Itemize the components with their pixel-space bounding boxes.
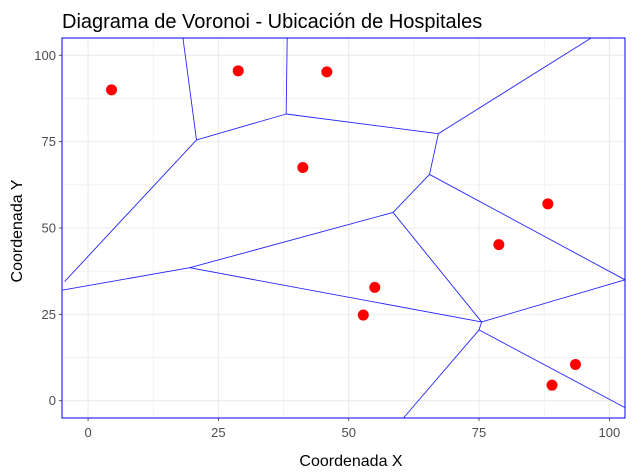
y-tick-label: 75 (42, 134, 56, 149)
voronoi-edge (182, 37, 197, 140)
x-tick-label: 50 (341, 425, 355, 440)
voronoi-edge (478, 329, 626, 409)
hospital-point (369, 281, 381, 293)
voronoi-edge (189, 267, 482, 323)
x-axis-ticks: 0 25 50 75 100 (84, 418, 620, 440)
voronoi-edge (438, 37, 592, 135)
x-tick-label: 75 (472, 425, 486, 440)
voronoi-edge (392, 212, 482, 323)
hospital-point (542, 198, 554, 210)
x-tick-label: 0 (84, 425, 91, 440)
x-tick-label: 25 (211, 425, 225, 440)
hospital-point (493, 239, 505, 251)
hospital-point (569, 358, 581, 370)
hospital-point (232, 65, 244, 77)
y-tick-label: 100 (34, 48, 56, 63)
voronoi-edges (61, 37, 626, 419)
voronoi-edge (189, 212, 394, 269)
voronoi-edge (196, 113, 287, 141)
voronoi-edge (429, 174, 626, 281)
voronoi-edge (429, 133, 439, 175)
hospital-point (321, 66, 333, 78)
voronoi-edge (286, 113, 439, 135)
y-axis-ticks: 0 25 50 75 100 (34, 48, 62, 408)
y-tick-label: 0 (49, 393, 56, 408)
hospital-point (546, 379, 558, 391)
x-axis-title: Coordenada X (299, 453, 403, 470)
hospital-point (106, 84, 118, 96)
x-tick-label: 100 (599, 425, 621, 440)
voronoi-edge (403, 329, 480, 419)
voronoi-edge (481, 279, 626, 323)
hospital-point (297, 162, 309, 174)
voronoi-edge (285, 37, 288, 115)
y-tick-label: 25 (42, 307, 56, 322)
voronoi-edge (392, 174, 430, 213)
chart-title: Diagrama de Voronoi - Ubicación de Hospi… (62, 11, 482, 33)
y-tick-label: 50 (42, 221, 56, 236)
voronoi-edge (61, 267, 190, 291)
y-axis-title: Coordenada Y (9, 179, 26, 282)
voronoi-edge (478, 321, 483, 331)
hospital-points (106, 65, 581, 391)
hospital-point (357, 309, 369, 321)
voronoi-edge (64, 139, 197, 282)
grid-lines (62, 38, 625, 418)
